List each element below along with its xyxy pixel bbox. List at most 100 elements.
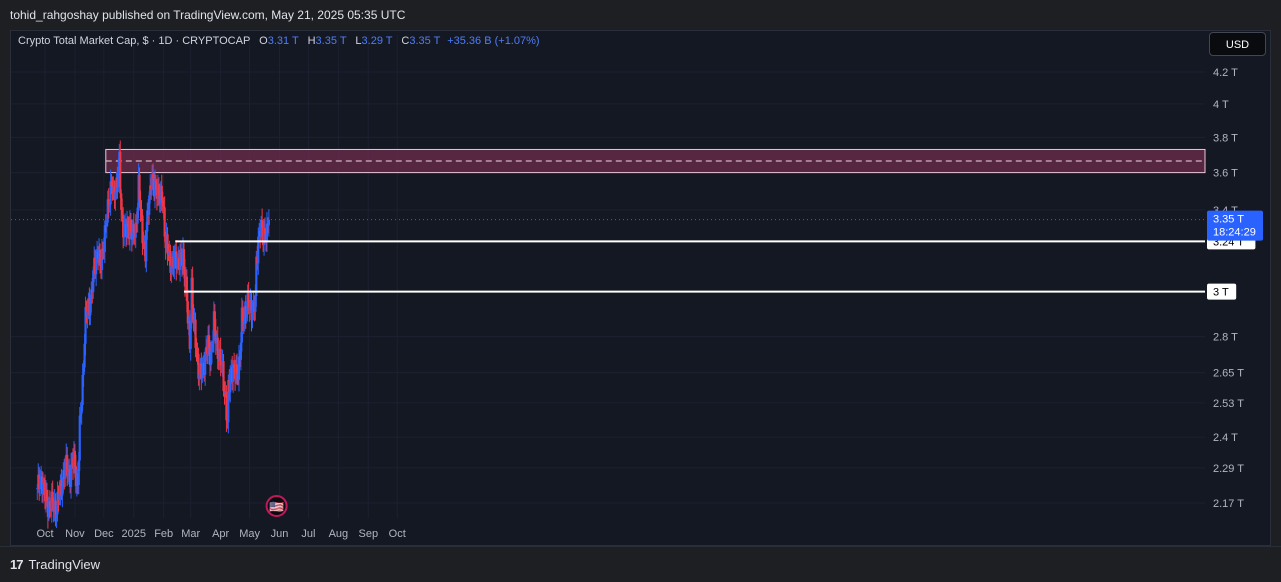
candle-body xyxy=(146,210,149,232)
tradingview-brand[interactable]: 17 TradingView xyxy=(10,557,100,572)
candle-body xyxy=(239,342,242,360)
candle-body xyxy=(211,340,215,349)
candle xyxy=(78,406,81,471)
candle xyxy=(216,326,219,370)
level-tag-label: 3 T xyxy=(1213,287,1229,299)
candle-body xyxy=(232,364,235,382)
candle xyxy=(265,212,269,252)
x-axis: Oct Nov Dec 2025 Feb Mar Apr May Jun Jul Aug Sep Oct xyxy=(36,528,405,540)
candle-body xyxy=(73,450,77,467)
candle xyxy=(146,202,149,240)
candle-body xyxy=(82,367,85,375)
candle xyxy=(195,338,198,362)
candle-body xyxy=(179,253,182,270)
candle xyxy=(64,456,67,487)
candle-body xyxy=(201,366,204,379)
candle xyxy=(179,243,182,282)
candle-body xyxy=(229,374,232,393)
candle-body xyxy=(265,223,269,242)
candle-body xyxy=(92,270,95,293)
currency-button[interactable]: USD xyxy=(1209,32,1266,56)
candle-body xyxy=(106,199,109,223)
candle-body xyxy=(86,310,89,318)
candle-body xyxy=(58,493,61,501)
symbol-legend[interactable]: Crypto Total Market Cap, $ · 1D · CRYPTO… xyxy=(18,35,540,47)
candle-body xyxy=(182,249,186,270)
levels-layer xyxy=(11,219,1205,293)
candle-body xyxy=(103,225,106,252)
close-key: C xyxy=(401,35,410,47)
candle-body xyxy=(209,351,213,365)
candle-body xyxy=(185,276,188,302)
candle-body xyxy=(107,199,110,207)
candle xyxy=(222,354,225,397)
candle-body xyxy=(39,478,42,490)
candle-body xyxy=(162,205,165,208)
x-tick-label: Sep xyxy=(358,528,378,540)
candle-body xyxy=(189,322,192,349)
candle-body xyxy=(81,374,84,405)
candle-body xyxy=(110,181,113,187)
candle xyxy=(119,140,122,199)
candle-body xyxy=(151,174,154,189)
candle xyxy=(110,174,113,195)
publish-text: tohid_rahgoshay published on TradingView… xyxy=(10,8,406,22)
candle xyxy=(176,253,179,274)
candle-body xyxy=(196,352,199,355)
candle-body xyxy=(157,184,160,195)
candle xyxy=(267,209,270,237)
candle xyxy=(39,469,42,497)
candle xyxy=(201,357,204,384)
x-tick-label: Dec xyxy=(94,528,114,540)
candle xyxy=(204,348,207,386)
candle-body xyxy=(105,222,108,227)
candle xyxy=(120,189,123,222)
candle xyxy=(241,300,244,331)
grid-layer xyxy=(11,35,1205,518)
candle xyxy=(262,218,266,256)
candle-body xyxy=(138,174,141,201)
candle-body xyxy=(100,248,104,270)
x-tick-label: Jun xyxy=(271,528,289,540)
x-tick-label: Apr xyxy=(212,528,229,540)
candle-body xyxy=(225,391,228,421)
candle xyxy=(107,188,110,219)
level-tag-box xyxy=(1207,283,1237,300)
candle xyxy=(148,191,151,225)
candle-body xyxy=(173,254,176,269)
candle-body xyxy=(48,501,51,507)
candle-body xyxy=(261,219,264,229)
candle xyxy=(161,191,164,214)
candle-body xyxy=(247,293,250,311)
candle-body xyxy=(257,236,260,264)
candle-body xyxy=(47,501,50,517)
candle-body xyxy=(207,335,211,348)
candle-body xyxy=(255,256,258,297)
candle-body xyxy=(55,514,58,518)
candle-body xyxy=(117,167,120,188)
candle xyxy=(109,169,112,216)
candle xyxy=(54,493,57,527)
candle-body xyxy=(79,413,82,416)
candle-body xyxy=(83,343,86,368)
candle-body xyxy=(126,222,130,227)
candle-body xyxy=(148,195,151,215)
candle xyxy=(100,238,104,280)
candle-body xyxy=(160,185,163,201)
candle-body xyxy=(233,364,236,368)
candle-body xyxy=(254,296,257,312)
candle-body xyxy=(191,277,194,309)
candle-body xyxy=(161,200,164,206)
resistance-zone xyxy=(105,148,1206,174)
change-value: +35.36 B (+1.07%) xyxy=(447,35,540,47)
candle-body xyxy=(169,251,172,273)
candle-body xyxy=(90,289,93,304)
candle-body xyxy=(69,464,73,487)
y-tick-label: 2.29 T xyxy=(1213,463,1244,475)
event-marker-ring xyxy=(265,495,288,517)
candle-body xyxy=(145,231,148,262)
candle xyxy=(139,190,142,222)
candle xyxy=(225,385,228,432)
candle xyxy=(56,481,59,522)
